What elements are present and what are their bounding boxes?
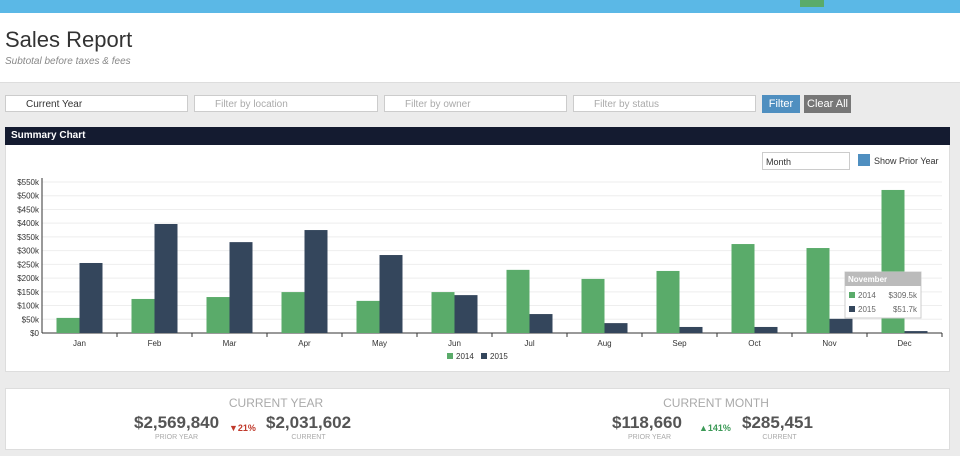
bar — [581, 278, 605, 333]
bar — [656, 270, 680, 333]
bar — [904, 331, 928, 333]
y-tick-label: $200k — [17, 274, 40, 283]
date-select[interactable]: Current Year — [5, 95, 188, 112]
owner-filter[interactable]: Filter by owner — [384, 95, 567, 112]
top-bar — [0, 0, 960, 13]
bar — [679, 326, 703, 333]
bar — [56, 317, 80, 333]
tooltip-value: $51.7k — [893, 305, 918, 314]
bar — [754, 326, 778, 333]
bar — [131, 298, 155, 333]
y-tick-label: $0 — [30, 329, 39, 338]
prior-value: $118,660 — [612, 413, 682, 432]
period-select[interactable]: Month — [762, 152, 850, 170]
x-tick-label: Mar — [223, 339, 237, 348]
summary: CURRENT YEAR $2,569,840 PRIOR YEAR ▼21% … — [5, 388, 950, 450]
y-tick-label: $50k — [22, 315, 40, 324]
current-value: $285,451 — [742, 413, 813, 432]
prior-label: PRIOR YEAR — [627, 434, 672, 441]
location-filter[interactable]: Filter by location — [194, 95, 378, 112]
x-tick-label: Jun — [448, 339, 461, 348]
x-tick-label: Apr — [298, 339, 311, 348]
tooltip-swatch — [849, 292, 855, 298]
y-tick-label: $450k — [17, 205, 40, 214]
bar — [206, 297, 230, 333]
x-tick-label: Jul — [524, 339, 534, 348]
prior-checkbox[interactable] — [858, 154, 870, 166]
legend-swatch — [447, 353, 453, 359]
bar — [356, 300, 380, 333]
x-tick-label: Aug — [597, 339, 611, 348]
x-tick-label: Oct — [748, 339, 761, 348]
page-subtitle: Subtotal before taxes & fees — [5, 56, 131, 67]
x-tick-label: Feb — [148, 339, 162, 348]
bar — [604, 323, 628, 333]
clear-button[interactable]: Clear All — [804, 95, 851, 113]
tooltip-name: 2015 — [858, 305, 876, 314]
y-tick-label: $250k — [17, 260, 40, 269]
bar — [829, 318, 853, 333]
y-tick-label: $500k — [17, 192, 40, 201]
y-tick-label: $100k — [17, 302, 40, 311]
bar — [806, 248, 830, 333]
bar — [731, 244, 755, 333]
tooltip-value: $309.5k — [889, 291, 918, 300]
bar — [281, 292, 305, 333]
current-value: $2,031,602 — [266, 413, 352, 432]
y-tick-label: $350k — [17, 233, 40, 242]
page-title: Sales Report — [5, 27, 133, 52]
tooltip-head — [845, 272, 921, 286]
tooltip-title: November — [848, 275, 887, 284]
header: Sales Report Subtotal before taxes & fee… — [0, 13, 960, 83]
y-tick-label: $150k — [17, 288, 40, 297]
prior-value: $2,569,840 — [134, 413, 220, 432]
current-label: CURRENT — [291, 434, 326, 441]
bar — [79, 262, 103, 333]
y-tick-label: $550k — [17, 178, 40, 187]
summary-title: CURRENT YEAR — [228, 396, 324, 410]
legend-label: 2014 — [456, 352, 474, 361]
y-tick-label: $300k — [17, 247, 40, 256]
filter-button[interactable]: Filter — [762, 95, 800, 113]
panel-title: Summary Chart — [5, 127, 950, 145]
legend-swatch — [481, 353, 487, 359]
bar — [431, 292, 455, 333]
y-tick-label: $400k — [17, 219, 40, 228]
x-tick-label: May — [372, 339, 387, 348]
change: ▼21% — [229, 423, 256, 433]
bar — [379, 255, 403, 333]
summary-title: CURRENT MONTH — [663, 396, 769, 410]
chart: $0 $50k $100k $150k $200k $250k $300k $350k $400… — [17, 178, 943, 361]
account-badge[interactable] — [800, 0, 824, 7]
prior-label: Show Prior Year — [874, 156, 939, 166]
bar — [506, 269, 530, 333]
x-tick-label: Dec — [897, 339, 911, 348]
bar — [529, 314, 553, 333]
status-filter[interactable]: Filter by status — [573, 95, 756, 112]
x-tick-label: Nov — [822, 339, 836, 348]
legend-label: 2015 — [490, 352, 508, 361]
x-tick-label: Sep — [672, 339, 687, 348]
prior-label: PRIOR YEAR — [154, 434, 199, 441]
current-label: CURRENT — [762, 434, 797, 441]
tooltip-name: 2014 — [858, 291, 876, 300]
change: ▲141% — [699, 423, 731, 433]
tooltip-swatch — [849, 306, 855, 312]
bar — [154, 224, 178, 333]
bar — [229, 242, 253, 333]
bar — [454, 295, 478, 333]
x-tick-label: Jan — [73, 339, 86, 348]
bar — [304, 230, 328, 333]
